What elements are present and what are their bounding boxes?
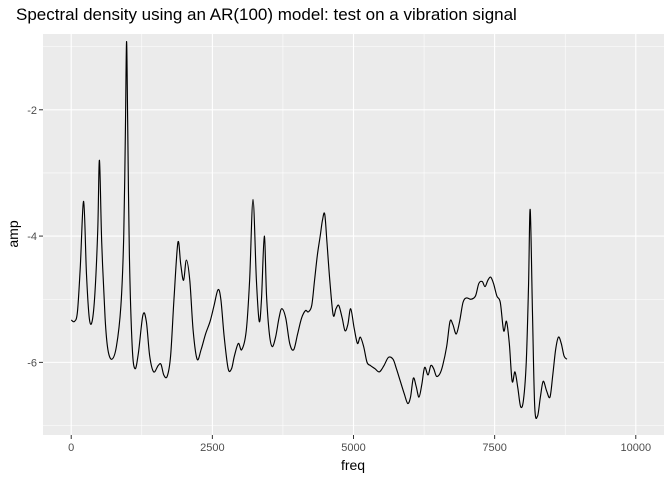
- series-line: [70, 41, 568, 419]
- series-layer: [70, 41, 568, 419]
- grid-major: [43, 34, 664, 435]
- chart-title: Spectral density using an AR(100) model:…: [16, 5, 517, 24]
- x-axis-title: freq: [341, 457, 365, 473]
- x-tick-label: 0: [68, 442, 74, 454]
- x-axis: 0 2500 5000 7500 10000: [68, 435, 651, 454]
- y-axis: -6 -4 -2: [27, 105, 43, 369]
- y-tick-label: -2: [27, 105, 37, 117]
- x-tick-label: 10000: [620, 442, 651, 454]
- y-tick-label: -4: [27, 231, 37, 243]
- x-tick-label: 7500: [482, 442, 506, 454]
- x-tick-label: 5000: [341, 442, 365, 454]
- y-axis-title: amp: [5, 220, 21, 247]
- y-tick-label: -6: [27, 357, 37, 369]
- x-tick-label: 2500: [200, 442, 224, 454]
